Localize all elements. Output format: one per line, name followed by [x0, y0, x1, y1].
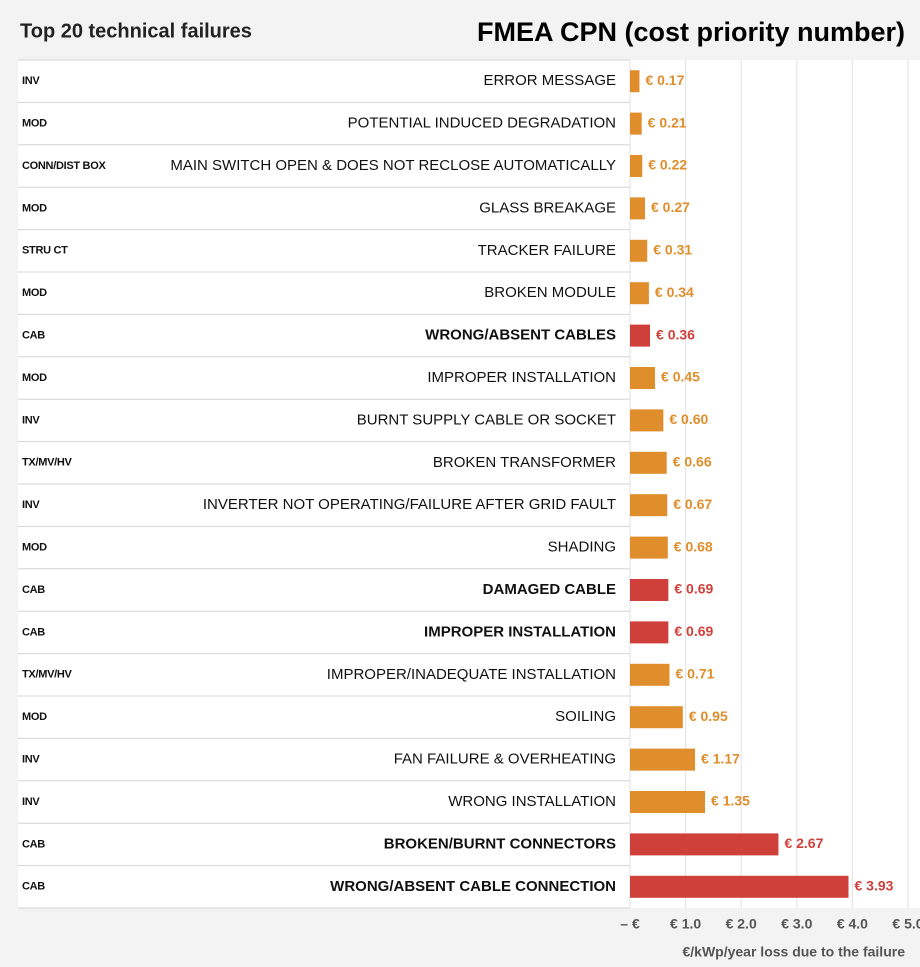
- bar: [630, 494, 668, 517]
- bar: [630, 875, 849, 898]
- y-tick-label: MAIN SWITCH OPEN & DOES NOT RECLOSE AUTO…: [170, 157, 616, 174]
- y-tick-label: FAN FAILURE & OVERHEATING: [394, 751, 616, 768]
- group-label: INV: [22, 754, 40, 766]
- value-label: € 0.68: [674, 538, 713, 554]
- value-label: € 0.36: [656, 326, 695, 342]
- y-tick-label: WRONG/ABSENT CABLES: [425, 327, 616, 344]
- x-tick-label: € 5.0: [892, 916, 920, 932]
- bar: [630, 112, 642, 135]
- value-label: € 0.45: [661, 369, 700, 385]
- value-label: € 0.67: [673, 496, 712, 512]
- y-tick-label: ERROR MESSAGE: [483, 72, 616, 89]
- bar: [630, 197, 646, 220]
- bar: [630, 579, 669, 601]
- value-label: € 1.17: [701, 750, 740, 766]
- value-label: € 0.71: [675, 666, 714, 682]
- value-label: € 0.95: [689, 708, 728, 724]
- value-label: € 0.69: [674, 623, 713, 639]
- group-label: MOD: [22, 287, 47, 299]
- y-tick-label: BROKEN/BURNT CONNECTORS: [384, 835, 616, 852]
- x-tick-label: € 2.0: [726, 916, 757, 932]
- value-label: € 0.66: [673, 454, 712, 470]
- group-label: MOD: [22, 202, 47, 214]
- group-label: CAB: [22, 330, 45, 342]
- value-label: € 0.27: [651, 199, 690, 215]
- value-label: € 0.31: [653, 242, 692, 258]
- bar: [630, 239, 648, 262]
- group-label: INV: [22, 499, 40, 511]
- bar: [630, 282, 649, 305]
- y-tick-label: GLASS BREAKAGE: [479, 199, 616, 216]
- y-tick-label: DAMAGED CABLE: [483, 581, 616, 598]
- y-tick-label: IMPROPER INSTALLATION: [427, 369, 616, 386]
- y-tick-label: TRACKER FAILURE: [478, 242, 616, 259]
- group-label: CAB: [22, 626, 45, 638]
- bar: [630, 663, 670, 686]
- y-tick-label: SHADING: [548, 539, 616, 556]
- x-tick-label: – €: [620, 916, 640, 932]
- y-tick-label: WRONG/ABSENT CABLE CONNECTION: [330, 878, 616, 895]
- bar: [630, 451, 667, 474]
- value-label: € 0.17: [645, 72, 684, 88]
- value-label: € 2.67: [784, 835, 823, 851]
- bar: [630, 536, 668, 559]
- y-tick-label: BROKEN MODULE: [484, 284, 616, 301]
- plot-panel: [630, 60, 920, 908]
- group-label: MOD: [22, 372, 47, 384]
- x-tick-label: € 1.0: [670, 916, 701, 932]
- value-label: € 1.35: [711, 793, 750, 809]
- group-label: CAB: [22, 881, 45, 893]
- value-label: € 0.69: [674, 581, 713, 597]
- bar: [630, 833, 779, 856]
- x-tick-label: € 3.0: [781, 916, 812, 932]
- y-tick-label: BROKEN TRANSFORMER: [433, 454, 616, 471]
- group-label: MOD: [22, 711, 47, 723]
- group-label: MOD: [22, 118, 47, 130]
- group-label: CAB: [22, 838, 45, 850]
- group-label: TX/MV/HV: [22, 669, 73, 681]
- bar: [630, 409, 664, 432]
- x-tick-label: € 4.0: [837, 916, 868, 932]
- group-label: INV: [22, 75, 40, 87]
- bar: [630, 748, 696, 771]
- y-tick-label: IMPROPER INSTALLATION: [424, 623, 616, 640]
- group-label: CAB: [22, 584, 45, 596]
- group-label: TX/MV/HV: [22, 457, 73, 469]
- group-label: MOD: [22, 542, 47, 554]
- y-tick-label: SOILING: [555, 708, 616, 725]
- value-label: € 0.34: [655, 284, 694, 300]
- y-tick-label: WRONG INSTALLATION: [448, 793, 616, 810]
- y-tick-label: POTENTIAL INDUCED DEGRADATION: [348, 115, 616, 132]
- group-label: CONN/DIST BOX: [22, 160, 106, 172]
- bar: [630, 791, 706, 813]
- value-label: € 3.93: [855, 878, 894, 894]
- group-label: INV: [22, 796, 40, 808]
- bar: [630, 70, 640, 93]
- value-label: € 0.21: [648, 114, 687, 130]
- x-axis-label: €/kWp/year loss due to the failure: [682, 944, 905, 960]
- y-tick-label: BURNT SUPPLY CABLE OR SOCKET: [357, 411, 616, 428]
- chart-title: Top 20 technical failures: [20, 20, 252, 42]
- bar: [630, 367, 656, 389]
- value-label: € 0.22: [648, 157, 687, 173]
- chart-subtitle: FMEA CPN (cost priority number): [477, 17, 905, 47]
- y-tick-label: IMPROPER/INADEQUATE INSTALLATION: [327, 666, 616, 683]
- group-label: INV: [22, 414, 40, 426]
- bar: [630, 621, 669, 644]
- bar: [630, 706, 683, 729]
- value-label: € 0.60: [669, 411, 708, 427]
- bar: [630, 324, 651, 347]
- y-tick-label: INVERTER NOT OPERATING/FAILURE AFTER GRI…: [203, 496, 616, 513]
- group-label: STRU CT: [22, 245, 68, 257]
- bar: [630, 155, 643, 177]
